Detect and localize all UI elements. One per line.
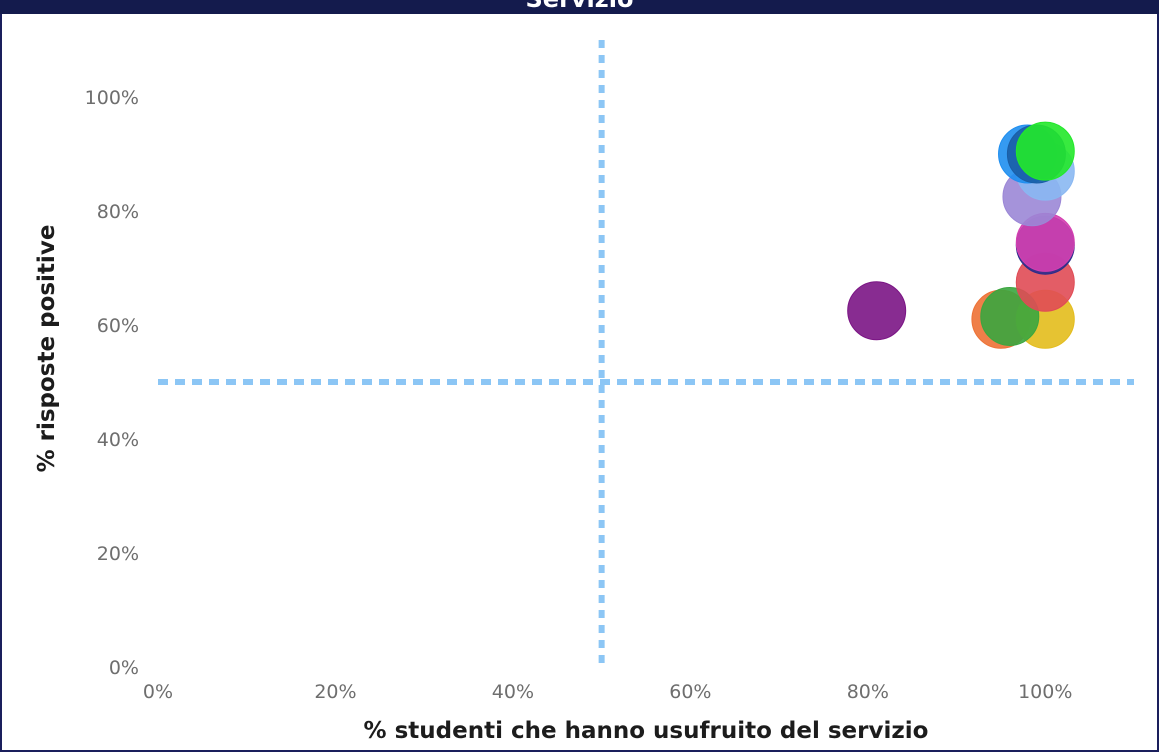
y-axis-title: % risposte positive [34,225,60,473]
y-tick-label: 20% [97,543,139,565]
reference-lines [158,40,1134,667]
x-axis-title: % studenti che hanno usufruito del servi… [364,718,929,744]
chart-title-bar: Servizio [0,0,1159,14]
data-point [847,281,907,341]
chart-title: Servizio [0,0,1159,14]
x-tick-label: 20% [314,681,356,703]
data-points [847,121,1075,349]
x-tick-label: 80% [847,681,889,703]
y-tick-label: 100% [85,87,139,109]
y-tick-label: 80% [97,201,139,223]
data-point [1015,121,1075,181]
x-tick-label: 40% [492,681,534,703]
y-tick-label: 40% [97,429,139,451]
x-axis-ticks: 0% 20% 40% 60% 80% 100% [143,681,1073,703]
x-tick-label: 100% [1018,681,1072,703]
y-axis-ticks: 0% 20% 40% 60% 80% 100% [85,87,139,679]
y-tick-label: 0% [109,657,139,679]
x-tick-label: 60% [669,681,711,703]
x-tick-label: 0% [143,681,173,703]
y-tick-label: 60% [97,315,139,337]
